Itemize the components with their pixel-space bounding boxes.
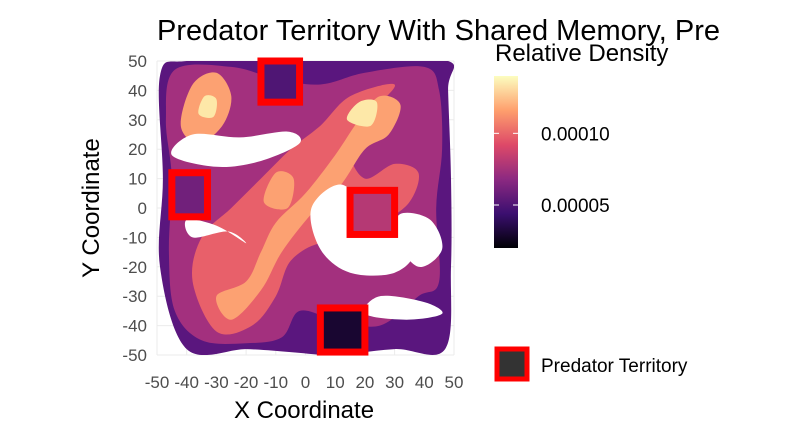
territory-legend-key — [494, 346, 530, 382]
empty-density-region — [363, 295, 443, 320]
x-tick-label: 10 — [326, 373, 345, 392]
colorbar-title: Relative Density — [495, 40, 668, 67]
colorbar-tick-label: 0.00005 — [541, 196, 610, 217]
empty-density-region — [171, 131, 302, 167]
x-tick-label: -40 — [174, 373, 199, 392]
x-axis: -50 -40 -30 -20 -10 0 10 20 30 40 50 — [145, 373, 464, 392]
density-layers — [158, 61, 454, 355]
predator-territory-marker — [316, 304, 369, 356]
x-tick-label: 50 — [445, 373, 464, 392]
density-contour — [346, 99, 378, 127]
x-tick-label: 40 — [415, 373, 434, 392]
territory-legend-label: Predator Territory — [541, 356, 688, 377]
colorbar-ticks: 0.00010 0.00005 — [494, 124, 610, 217]
density-contour — [263, 171, 295, 210]
plot-panel — [156, 57, 455, 356]
y-tick-label: -40 — [122, 317, 147, 336]
x-tick-label: -30 — [204, 373, 229, 392]
x-tick-label: -10 — [264, 373, 289, 392]
y-tick-label: 50 — [128, 52, 147, 71]
empty-density-region — [393, 212, 443, 268]
y-tick-label: -30 — [122, 287, 147, 306]
x-tick-label: 20 — [355, 373, 374, 392]
y-tick-label: 40 — [128, 81, 147, 100]
y-axis-label: Y Coordinate — [78, 138, 105, 278]
territory-markers — [168, 57, 399, 356]
y-tick-label: 10 — [128, 170, 147, 189]
predator-territory-marker — [168, 169, 211, 221]
x-tick-label: 0 — [301, 373, 310, 392]
territory-legend: Predator Territory — [494, 346, 688, 382]
y-tick-label: -20 — [122, 258, 147, 277]
x-tick-label: -20 — [234, 373, 259, 392]
predator-territory-marker — [346, 186, 399, 238]
density-contour — [216, 95, 401, 320]
y-axis: -50 -40 -30 -20 -10 0 10 20 30 40 50 — [122, 52, 147, 365]
y-tick-label: 30 — [128, 111, 147, 130]
colorbar-legend: Relative Density 0.00010 0.00005 — [494, 40, 668, 248]
empty-density-region — [184, 219, 247, 244]
colorbar-gradient — [494, 76, 518, 248]
predator-territory-marker — [257, 57, 304, 106]
x-tick-label: -50 — [145, 373, 170, 392]
density-contour — [198, 95, 217, 118]
chart-title: Predator Territory With Shared Memory, P… — [157, 15, 720, 47]
x-tick-label: 30 — [385, 373, 404, 392]
y-tick-label: 0 — [138, 199, 147, 218]
y-tick-label: -10 — [122, 228, 147, 247]
colorbar-tick-label: 0.00010 — [541, 124, 610, 145]
x-axis-label: X Coordinate — [234, 397, 374, 424]
y-tick-label: -50 — [122, 346, 147, 365]
y-tick-label: 20 — [128, 140, 147, 159]
